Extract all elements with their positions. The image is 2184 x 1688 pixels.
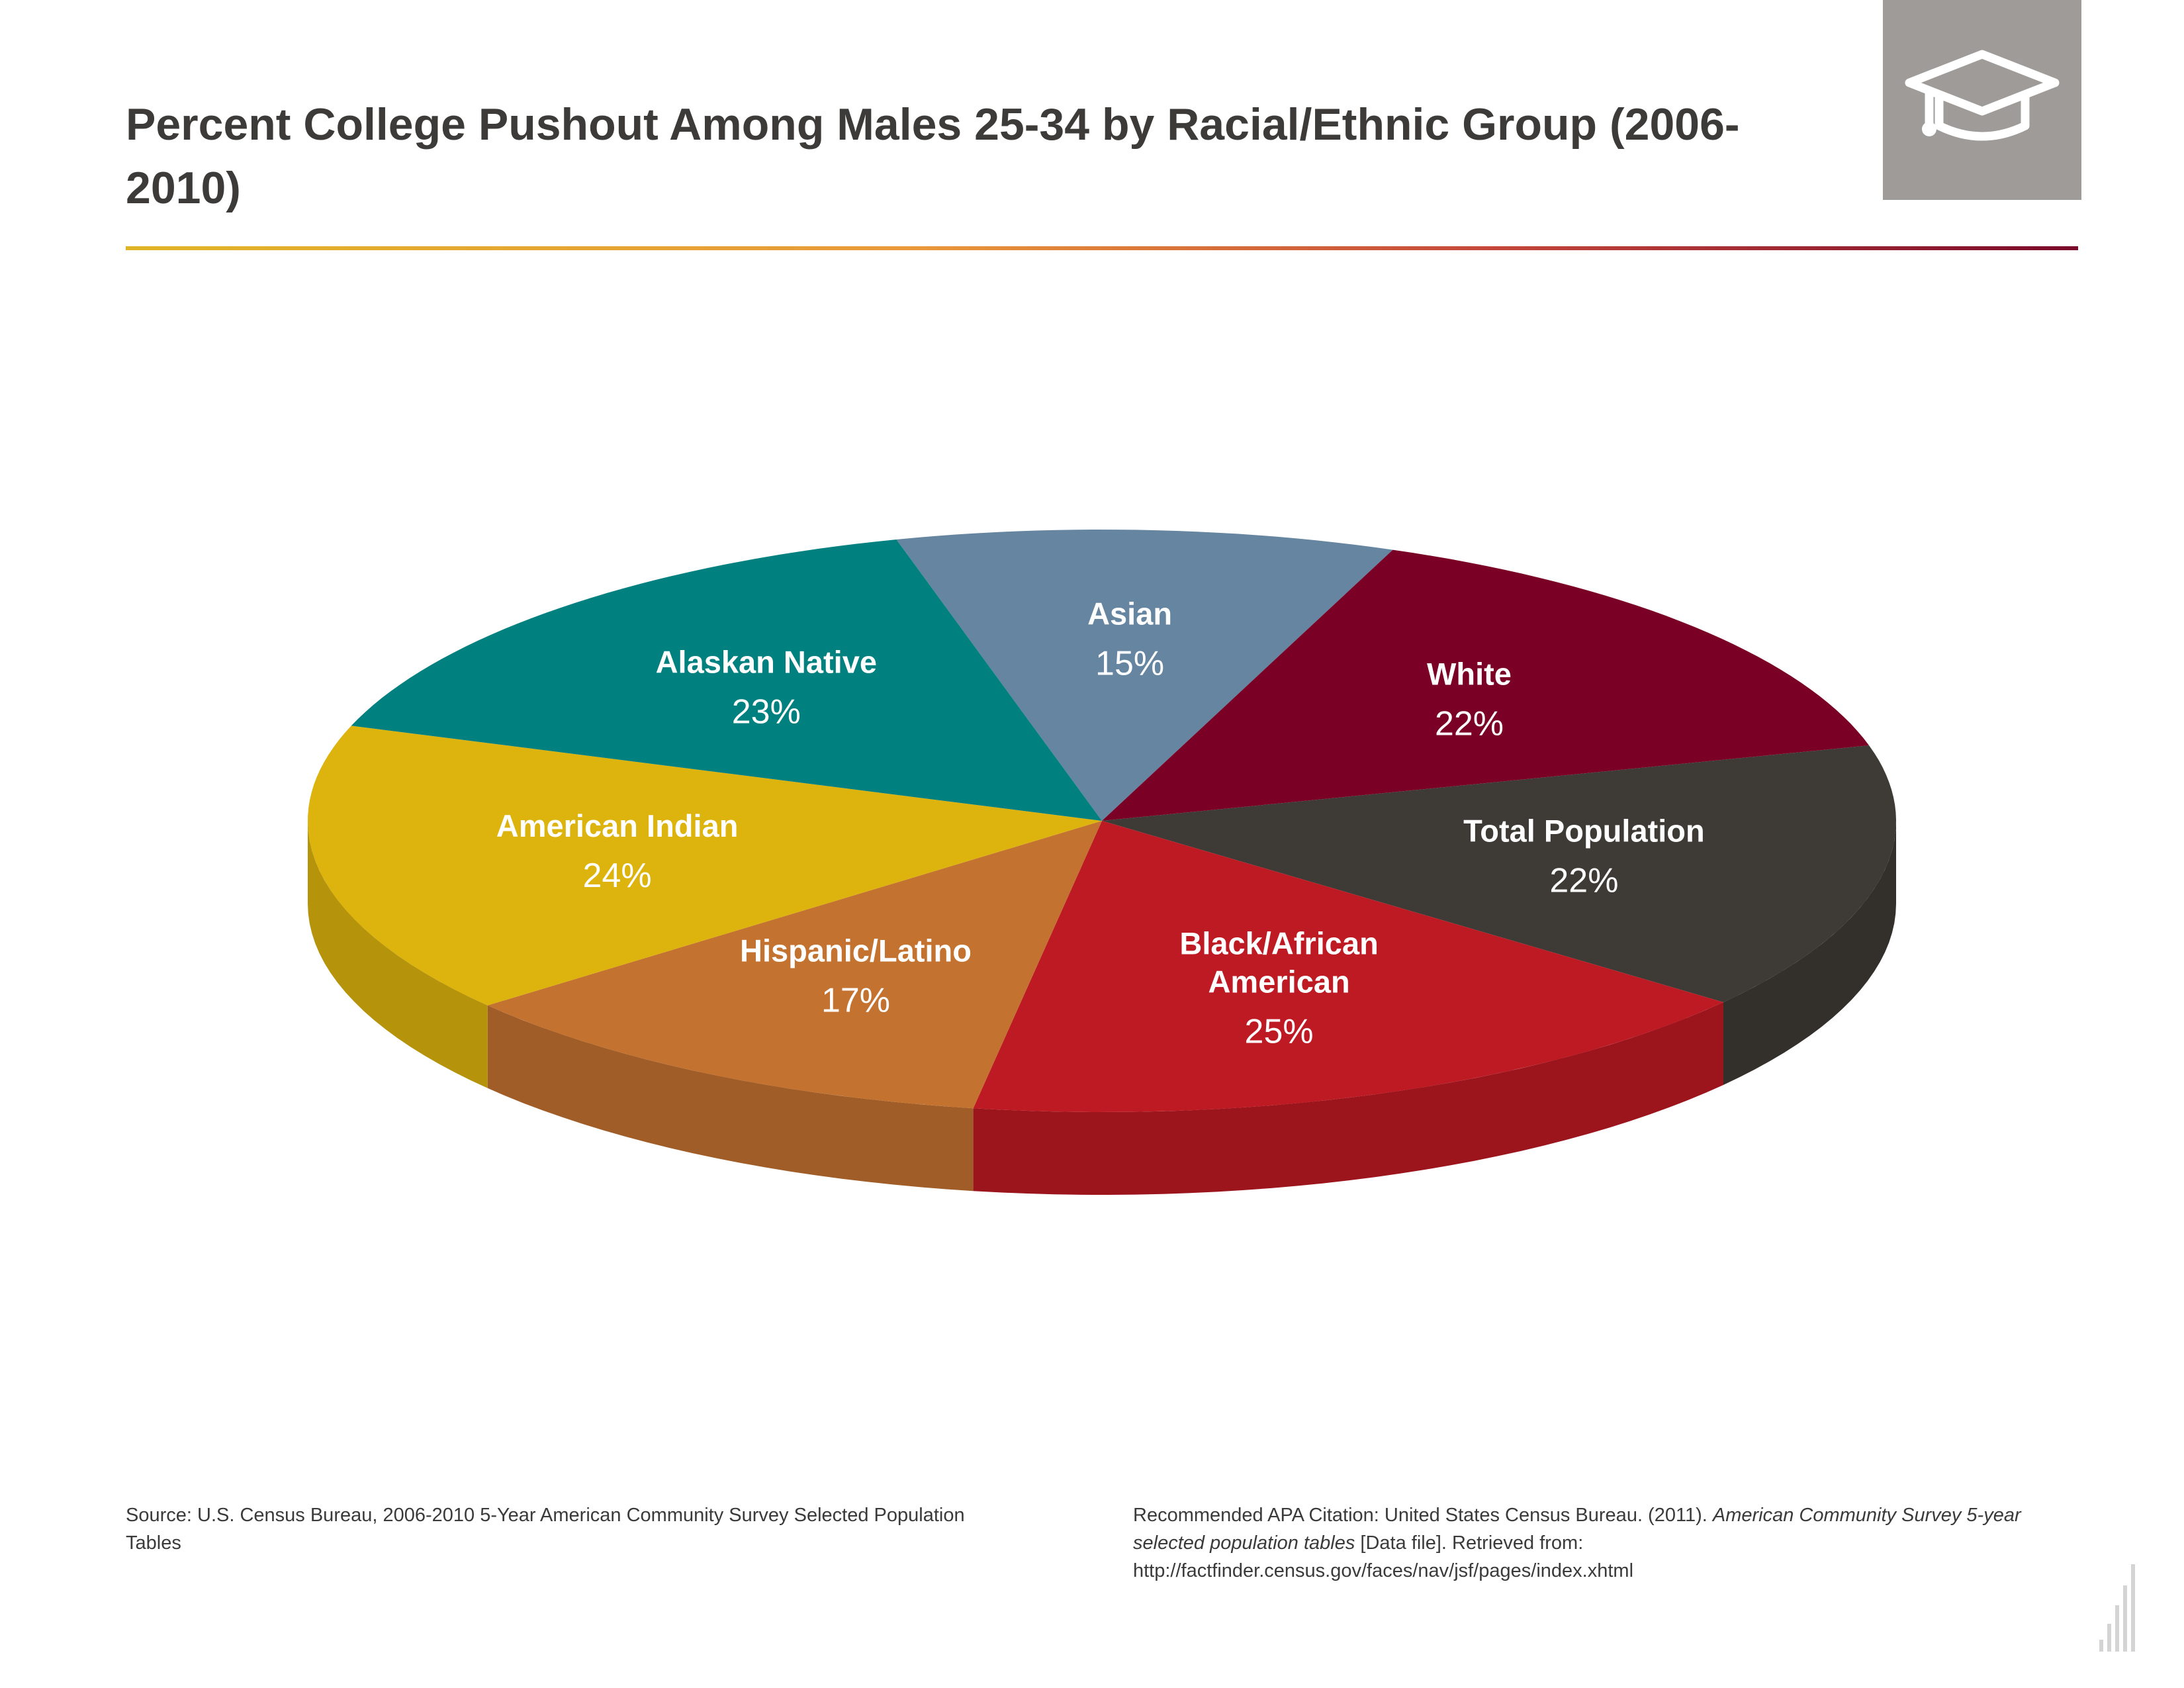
slice-label-black-african-american: Black/African (1179, 926, 1378, 961)
pie-slice-american-indian (308, 726, 1102, 1006)
pie-slice-asian (896, 530, 1393, 821)
pie-slices-layer (308, 530, 1896, 1112)
title-divider (126, 246, 2078, 250)
pie-side-hispanic-latino (487, 1005, 974, 1192)
pie-slice-white (1102, 549, 1870, 821)
apa-citation: Recommended APA Citation: United States … (1133, 1501, 2079, 1585)
page-title: Percent College Pushout Among Males 25-3… (126, 99, 1740, 213)
slice-label-american-indian: American Indian (496, 808, 739, 843)
citation-suffix: [Data file]. Retrieved from: http://fact… (1133, 1532, 1634, 1581)
pie-slice-black-african-american (973, 821, 1723, 1112)
slice-value-asian: 15% (1095, 645, 1164, 683)
pie-side-total-population (1723, 821, 1896, 1085)
source-note: Source: U.S. Census Bureau, 2006-2010 5-… (126, 1505, 965, 1554)
slice-label-white: White (1427, 656, 1512, 691)
pie-slice-alaskan-native (351, 539, 1103, 821)
slice-value-american-indian: 24% (583, 857, 652, 895)
slice-value-hispanic-latino: 17% (821, 981, 890, 1019)
pie-side-black-african-american (973, 1002, 1723, 1195)
citation-prefix: Recommended APA Citation: United States … (1133, 1505, 1713, 1526)
pie-side-american-indian (308, 821, 488, 1088)
slice-label-black-african-american: American (1208, 964, 1349, 1000)
pie-labels-layer: Asian 15% White 22% Total Population 22% Black… (496, 596, 1705, 1051)
graduation-cap-icon-tile (1883, 0, 2081, 200)
slice-value-black-african-american: 25% (1245, 1013, 1314, 1051)
citation-title: American Community Survey 5-year selecte… (1133, 1505, 2021, 1554)
slice-value-total-population: 22% (1549, 862, 1618, 900)
slice-value-white: 22% (1435, 704, 1504, 743)
bar-chart-logo-icon (2099, 1564, 2135, 1652)
pie-depth-layer (308, 821, 1896, 1195)
graduation-cap-icon (1905, 50, 2060, 141)
slice-label-total-population: Total Population (1463, 814, 1705, 849)
slice-label-hispanic-latino: Hispanic/Latino (740, 933, 972, 968)
slice-label-alaskan-native: Alaskan Native (656, 644, 877, 679)
slice-value-alaskan-native: 23% (732, 692, 801, 731)
pie-slice-hispanic-latino (487, 821, 1102, 1109)
slice-label-asian: Asian (1087, 596, 1172, 632)
pie-slice-total-population (1102, 745, 1896, 1002)
